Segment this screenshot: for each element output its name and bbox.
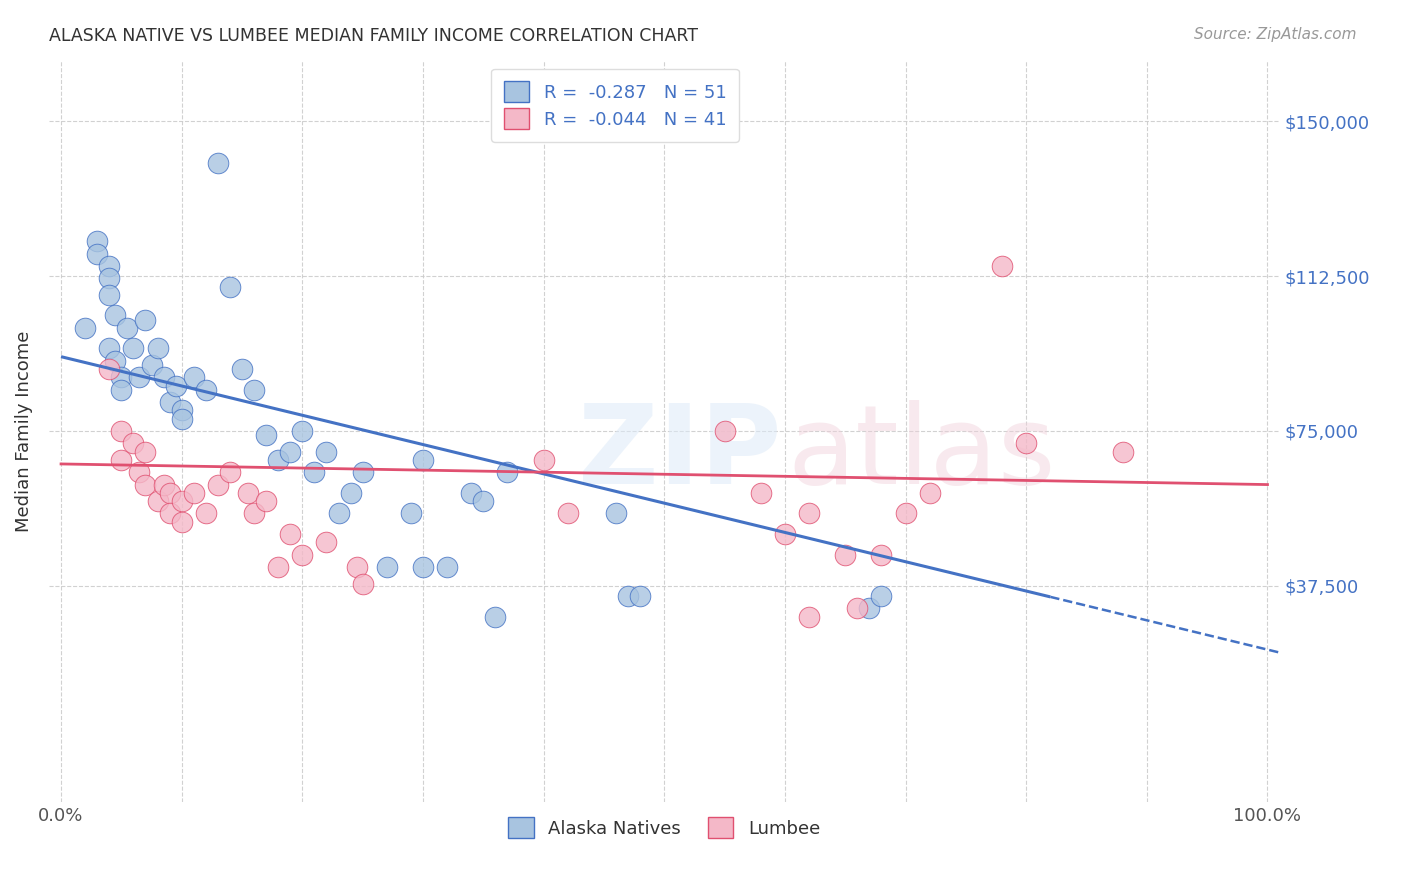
- Point: [352, 465, 374, 479]
- Point: [236, 485, 259, 500]
- Point: [375, 560, 398, 574]
- Point: [834, 548, 856, 562]
- Point: [243, 383, 266, 397]
- Point: [797, 609, 820, 624]
- Point: [291, 548, 314, 562]
- Point: [165, 378, 187, 392]
- Point: [117, 320, 139, 334]
- Point: [315, 444, 337, 458]
- Point: [436, 560, 458, 574]
- Point: [773, 527, 796, 541]
- Point: [894, 507, 917, 521]
- Point: [991, 259, 1014, 273]
- Point: [1112, 444, 1135, 458]
- Point: [104, 309, 127, 323]
- Point: [128, 465, 150, 479]
- Point: [207, 155, 229, 169]
- Point: [846, 601, 869, 615]
- Point: [170, 515, 193, 529]
- Point: [170, 411, 193, 425]
- Point: [159, 395, 181, 409]
- Point: [152, 477, 174, 491]
- Y-axis label: Median Family Income: Median Family Income: [15, 330, 32, 532]
- Point: [104, 353, 127, 368]
- Point: [254, 428, 277, 442]
- Point: [141, 358, 163, 372]
- Point: [267, 560, 290, 574]
- Point: [110, 452, 132, 467]
- Point: [460, 485, 482, 500]
- Point: [159, 507, 181, 521]
- Point: [628, 589, 651, 603]
- Point: [134, 444, 156, 458]
- Point: [291, 424, 314, 438]
- Point: [86, 234, 108, 248]
- Point: [231, 362, 253, 376]
- Point: [713, 424, 735, 438]
- Point: [797, 507, 820, 521]
- Point: [183, 485, 205, 500]
- Point: [412, 452, 434, 467]
- Legend: Alaska Natives, Lumbee: Alaska Natives, Lumbee: [502, 810, 827, 846]
- Point: [472, 494, 495, 508]
- Point: [194, 507, 217, 521]
- Point: [557, 507, 579, 521]
- Text: ALASKA NATIVE VS LUMBEE MEDIAN FAMILY INCOME CORRELATION CHART: ALASKA NATIVE VS LUMBEE MEDIAN FAMILY IN…: [49, 27, 699, 45]
- Point: [870, 589, 893, 603]
- Point: [605, 507, 627, 521]
- Point: [496, 465, 519, 479]
- Point: [858, 601, 880, 615]
- Point: [339, 485, 361, 500]
- Point: [134, 477, 156, 491]
- Point: [98, 259, 121, 273]
- Point: [152, 370, 174, 384]
- Point: [278, 527, 301, 541]
- Point: [870, 548, 893, 562]
- Text: ZIP: ZIP: [578, 400, 782, 507]
- Point: [918, 485, 941, 500]
- Point: [352, 576, 374, 591]
- Point: [98, 342, 121, 356]
- Point: [86, 246, 108, 260]
- Point: [304, 465, 326, 479]
- Point: [749, 485, 772, 500]
- Point: [207, 477, 229, 491]
- Point: [278, 444, 301, 458]
- Text: atlas: atlas: [787, 400, 1056, 507]
- Point: [243, 507, 266, 521]
- Point: [254, 494, 277, 508]
- Point: [110, 370, 132, 384]
- Point: [194, 383, 217, 397]
- Point: [315, 535, 337, 549]
- Point: [110, 383, 132, 397]
- Point: [128, 370, 150, 384]
- Point: [399, 507, 422, 521]
- Point: [533, 452, 555, 467]
- Point: [122, 342, 145, 356]
- Point: [110, 424, 132, 438]
- Point: [219, 465, 242, 479]
- Point: [267, 452, 290, 467]
- Point: [183, 370, 205, 384]
- Point: [98, 287, 121, 301]
- Point: [484, 609, 506, 624]
- Point: [159, 485, 181, 500]
- Point: [617, 589, 640, 603]
- Point: [1015, 436, 1038, 450]
- Text: Source: ZipAtlas.com: Source: ZipAtlas.com: [1194, 27, 1357, 42]
- Point: [346, 560, 368, 574]
- Point: [170, 494, 193, 508]
- Point: [170, 403, 193, 417]
- Point: [75, 320, 97, 334]
- Point: [219, 279, 242, 293]
- Point: [146, 342, 169, 356]
- Point: [122, 436, 145, 450]
- Point: [328, 507, 350, 521]
- Point: [98, 362, 121, 376]
- Point: [98, 271, 121, 285]
- Point: [134, 312, 156, 326]
- Point: [412, 560, 434, 574]
- Point: [146, 494, 169, 508]
